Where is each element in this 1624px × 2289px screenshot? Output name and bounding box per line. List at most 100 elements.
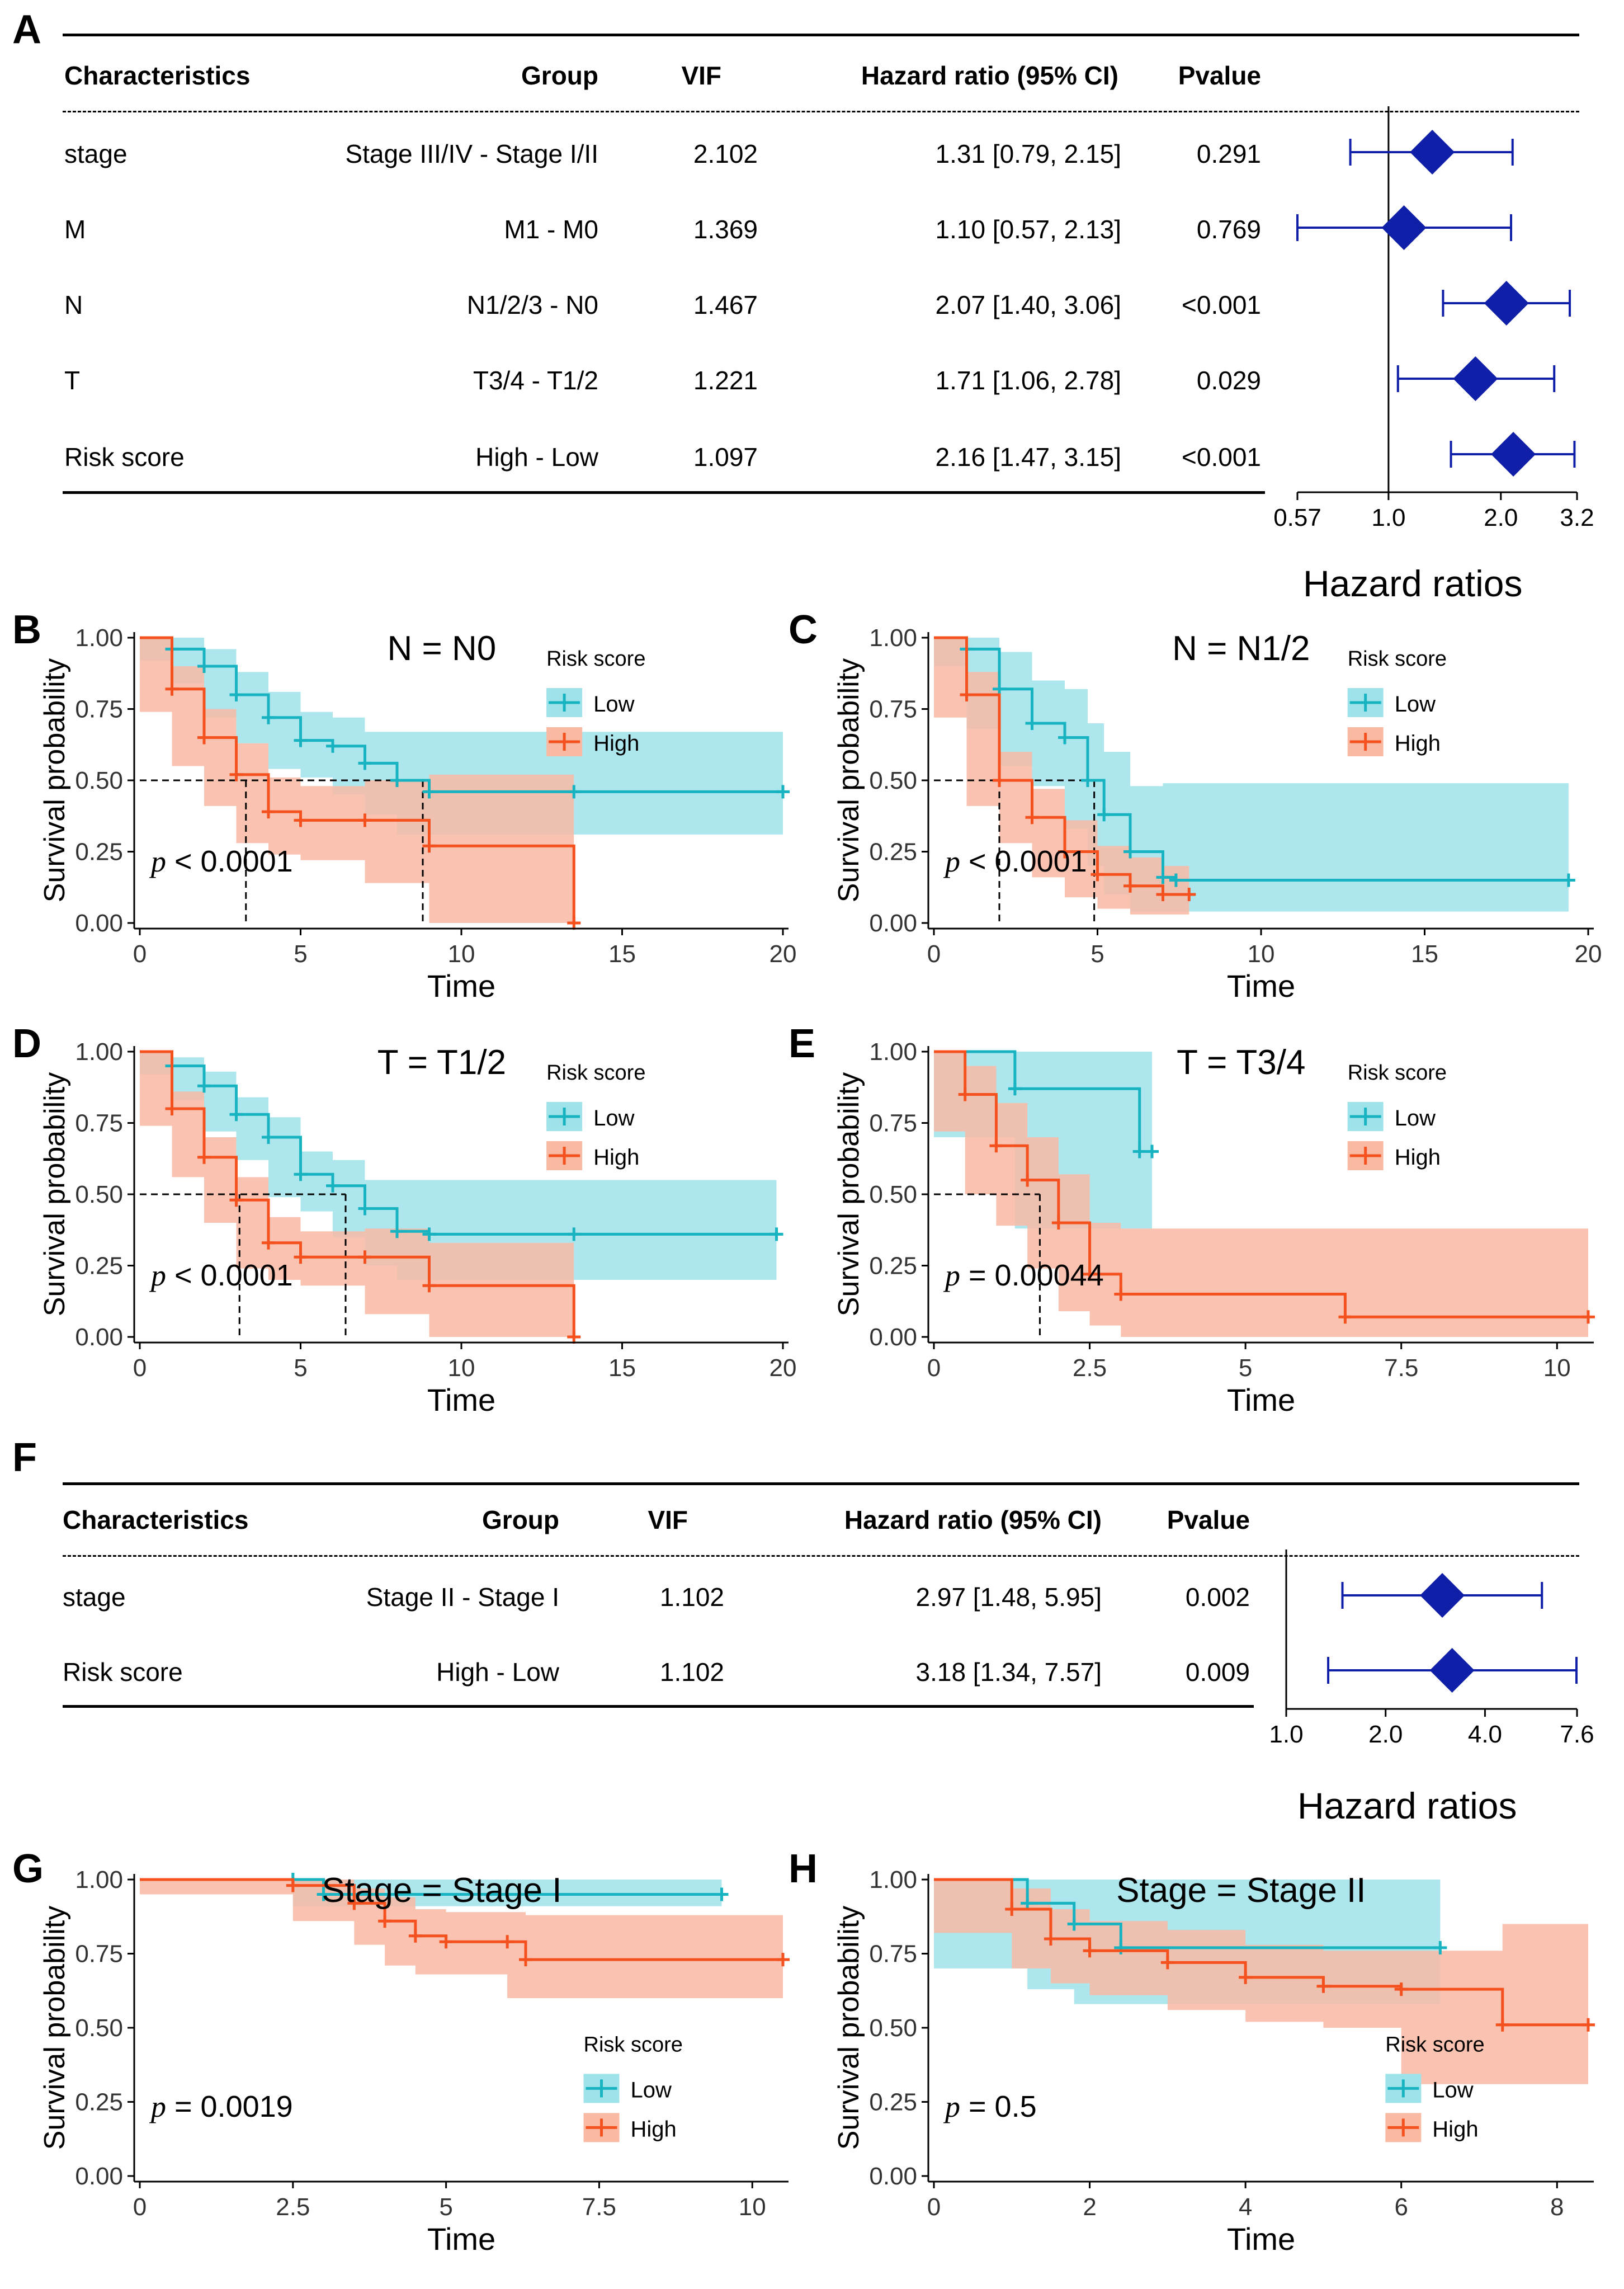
- row-hazard-ratio: 2.97 [1.48, 5.95]: [915, 1582, 1102, 1612]
- y-tick-label: 0.50: [75, 1181, 123, 1208]
- censor-mark: [769, 1227, 783, 1241]
- y-tick-label: 1.00: [75, 1866, 123, 1894]
- chart-title: N = N1/2: [1172, 629, 1310, 668]
- row-pvalue: <0.001: [1182, 442, 1261, 472]
- legend-key-low: [549, 694, 580, 712]
- censor-mark: [422, 1279, 436, 1293]
- censor-mark: [358, 1250, 372, 1264]
- censor-mark: [1132, 1144, 1146, 1158]
- row-pvalue: 0.002: [1185, 1582, 1250, 1612]
- censor-mark: [317, 1887, 331, 1901]
- censor-mark: [165, 1102, 179, 1115]
- legend-key-high: [586, 2118, 617, 2137]
- row-group: Stage III/IV - Stage I/II: [345, 139, 598, 168]
- y-tick-label: 0.00: [869, 1324, 917, 1351]
- p-value-symbol: p: [943, 2090, 960, 2123]
- censor-mark: [1080, 774, 1094, 787]
- p-value-text: < 0.0001: [166, 845, 293, 878]
- censor-mark: [1182, 888, 1196, 901]
- censor-mark: [501, 1935, 514, 1949]
- y-tick-label: 1.00: [869, 624, 917, 652]
- legend-key-high: [1349, 1147, 1381, 1165]
- x-tick-label: 2.5: [1073, 1354, 1107, 1382]
- censor-mark: [1067, 1917, 1081, 1931]
- x-tick-label: 4: [1239, 2193, 1252, 2221]
- y-tick-label: 0.50: [75, 2014, 123, 2042]
- legend-label-low: Low: [1395, 1106, 1436, 1131]
- table-A-bottom-rule: [63, 491, 1265, 494]
- legend-key-low: [1349, 1108, 1381, 1125]
- row-group: Stage II - Stage I: [366, 1582, 559, 1612]
- censor-mark: [1495, 2018, 1509, 2032]
- forest-tick-label: 4.0: [1468, 1721, 1502, 1748]
- censor-mark: [1145, 1144, 1159, 1158]
- y-tick-label: 0.25: [75, 839, 123, 866]
- censor-mark: [326, 1179, 339, 1193]
- row-hazard-ratio: 1.71 [1.06, 2.78]: [935, 366, 1122, 395]
- row-group: High - Low: [475, 442, 598, 472]
- ci-band-high: [140, 638, 574, 923]
- censor-mark: [1394, 1982, 1408, 1996]
- legend-label-high: High: [593, 731, 639, 756]
- censor-mark: [715, 1887, 729, 1901]
- table-A-header-characteristics: Characteristics: [64, 61, 251, 90]
- censor-mark: [1169, 873, 1183, 887]
- x-axis-label: Time: [427, 2221, 495, 2257]
- y-tick-label: 0.75: [75, 1110, 123, 1137]
- row-characteristic: Risk score: [63, 1657, 183, 1687]
- p-value-label: p = 0.0019: [149, 2090, 293, 2123]
- row-hazard-ratio: 2.07 [1.40, 3.06]: [935, 290, 1122, 319]
- censor-mark: [1083, 1944, 1097, 1958]
- y-axis-label: Survival probability: [833, 1906, 865, 2150]
- legend-label-low: Low: [593, 692, 634, 717]
- y-tick-label: 1.00: [869, 1866, 917, 1894]
- chart-title: T = T1/2: [377, 1043, 506, 1082]
- censor-mark: [567, 916, 581, 930]
- forest-tick-label: 2.0: [1368, 1721, 1403, 1748]
- ci-band-low: [140, 1052, 777, 1280]
- y-axis-label: Survival probability: [39, 1072, 71, 1316]
- x-tick-label: 0: [133, 940, 147, 968]
- panel-letter-G: G: [12, 1847, 44, 1891]
- censor-mark: [326, 739, 339, 753]
- p-value-symbol: p: [943, 845, 960, 878]
- row-pvalue: 0.291: [1196, 139, 1261, 168]
- row-characteristic: N: [64, 290, 83, 319]
- censor-mark: [197, 731, 211, 745]
- censor-mark: [229, 767, 243, 781]
- censor-mark: [993, 774, 1006, 787]
- survival-curve-high: [140, 1878, 783, 1961]
- x-tick-label: 10: [448, 1354, 475, 1382]
- table-A-header-pvalue: Pvalue: [1178, 61, 1261, 90]
- survival-curve-high: [934, 1050, 1588, 1318]
- censor-mark: [1083, 1267, 1097, 1281]
- p-value-text: = 0.00044: [960, 1259, 1104, 1292]
- censor-mark: [1025, 811, 1039, 825]
- censor-mark: [1433, 1941, 1447, 1954]
- censor-mark: [1338, 1310, 1352, 1324]
- p-value-text: < 0.0001: [166, 1259, 293, 1292]
- censor-mark: [1005, 1902, 1019, 1916]
- row-hazard-ratio: 1.10 [0.57, 2.13]: [935, 215, 1122, 244]
- p-value-text: < 0.0001: [960, 845, 1087, 878]
- censor-mark: [1123, 845, 1137, 859]
- forest-row-0: [1341, 1573, 1543, 1618]
- x-tick-label: 8: [1550, 2193, 1564, 2221]
- x-tick-label: 5: [1090, 940, 1104, 968]
- y-tick-label: 0.50: [869, 767, 917, 794]
- row-group: T3/4 - T1/2: [473, 366, 598, 395]
- legend-label-high: High: [593, 1145, 639, 1170]
- y-tick-label: 0.00: [75, 910, 123, 937]
- x-tick-label: 5: [1239, 1354, 1252, 1382]
- x-tick-label: 20: [1575, 940, 1602, 968]
- censor-mark: [294, 813, 308, 827]
- censor-mark: [567, 1330, 581, 1344]
- row-pvalue: <0.001: [1182, 290, 1261, 319]
- censor-mark: [1044, 1932, 1058, 1946]
- censor-mark: [1581, 1310, 1595, 1324]
- censor-mark: [1239, 1970, 1253, 1984]
- legend-title: Risk score: [584, 2033, 683, 2056]
- legend-label-low: Low: [631, 2078, 672, 2102]
- survival-curve-high: [934, 636, 1189, 896]
- legend-label-low: Low: [1395, 692, 1436, 717]
